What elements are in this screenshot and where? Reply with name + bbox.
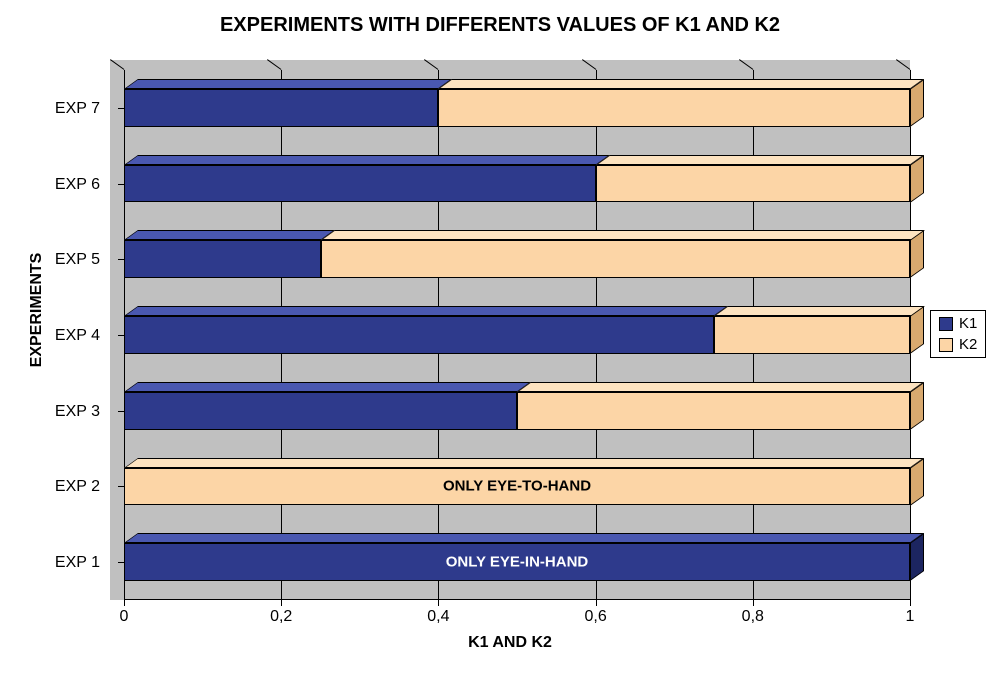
y-tick-label: EXP 2	[38, 478, 100, 496]
y-tick-label: EXP 5	[38, 251, 100, 269]
x-tick-mark	[281, 600, 282, 606]
bar-top	[596, 155, 924, 165]
bar-segment-k1: ONLY EYE-IN-HAND	[124, 543, 910, 581]
legend-item-k1: K1	[939, 315, 977, 332]
x-tick-mark	[753, 600, 754, 606]
x-tick-mark	[438, 600, 439, 606]
x-tick-label: 0,8	[723, 608, 783, 626]
y-tick-label: EXP 7	[38, 100, 100, 118]
bar-segment-k1	[124, 392, 517, 430]
legend-swatch	[939, 317, 953, 331]
bar-segment-label: ONLY EYE-TO-HAND	[125, 478, 909, 495]
gridline-depth	[267, 59, 282, 70]
bar-top	[124, 230, 335, 240]
bar-segment-k2	[596, 165, 910, 203]
bar-top	[124, 382, 531, 392]
bar-segment-k1	[124, 316, 714, 354]
x-axis-title: K1 AND K2	[110, 634, 910, 652]
y-tick-label: EXP 6	[38, 176, 100, 194]
x-tick-label: 0,6	[566, 608, 626, 626]
bar-segment-k2	[321, 240, 911, 278]
bar-segment-k2: ONLY EYE-TO-HAND	[124, 468, 910, 506]
gridline-depth	[582, 59, 597, 70]
bar-segment-k1	[124, 89, 438, 127]
bar-top	[124, 155, 610, 165]
x-tick-mark	[124, 600, 125, 606]
plot-area: ONLY EYE-IN-HAND ONLY EYE-TO-HAND	[110, 60, 910, 600]
bar-top	[321, 230, 925, 240]
y-tick-label: EXP 4	[38, 327, 100, 345]
chart-title: EXPERIMENTS WITH DIFFERENTS VALUES OF K1…	[0, 14, 1000, 37]
bar-side	[910, 230, 924, 278]
x-tick-mark	[910, 600, 911, 606]
gridline-depth	[424, 59, 439, 70]
legend-item-k2: K2	[939, 336, 977, 353]
bar-top	[124, 533, 924, 543]
bar-side	[910, 79, 924, 127]
x-axis-line	[124, 599, 910, 600]
x-tick-label: 0,4	[408, 608, 468, 626]
legend: K1K2	[930, 310, 986, 358]
x-tick-label: 0,2	[251, 608, 311, 626]
bar-top	[517, 382, 924, 392]
bar-side	[910, 533, 924, 581]
bar-segment-k2	[438, 89, 910, 127]
legend-label: K2	[959, 336, 977, 353]
bar-top	[714, 306, 925, 316]
bar-side	[910, 155, 924, 203]
y-tick-label: EXP 3	[38, 403, 100, 421]
gridline-depth	[896, 59, 911, 70]
legend-swatch	[939, 338, 953, 352]
bar-segment-k1	[124, 240, 321, 278]
bar-top	[124, 306, 728, 316]
bar-side	[910, 382, 924, 430]
bar-segment-label: ONLY EYE-IN-HAND	[125, 554, 909, 571]
legend-label: K1	[959, 315, 977, 332]
bar-top	[124, 79, 452, 89]
bar-top	[124, 458, 924, 468]
bar-top	[438, 79, 924, 89]
gridline-depth	[739, 59, 754, 70]
x-tick-label: 1	[880, 608, 940, 626]
bar-side	[910, 306, 924, 354]
y-tick-label: EXP 1	[38, 554, 100, 572]
x-tick-label: 0	[94, 608, 154, 626]
bar-segment-k1	[124, 165, 596, 203]
bar-segment-k2	[517, 392, 910, 430]
gridline-depth	[110, 59, 125, 70]
y-axis-title: EXPERIMENTS	[28, 220, 46, 400]
x-tick-mark	[596, 600, 597, 606]
bar-segment-k2	[714, 316, 911, 354]
